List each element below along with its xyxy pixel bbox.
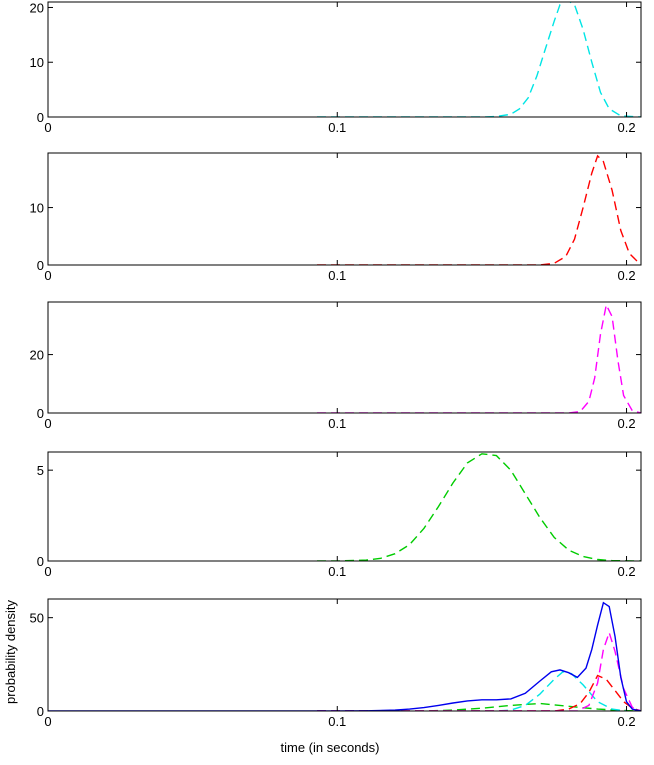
axes-frame (47, 1, 642, 118)
x-axis-label: time (in seconds) (281, 740, 380, 755)
y-axis-label: probability density (3, 599, 18, 704)
x-tick-label: 0 (44, 416, 51, 431)
series-line-1 (317, 453, 641, 561)
x-tick-label: 0 (44, 268, 51, 283)
subplot-3: 0 0.1 0.2 0 20 (30, 301, 642, 431)
series-line-2 (317, 671, 627, 711)
x-tick-label: 0.2 (617, 564, 635, 579)
series-line-1 (317, 154, 641, 265)
y-tick-label: 0 (37, 258, 44, 273)
series-line-3 (317, 674, 641, 711)
axes-frame (47, 598, 642, 712)
x-tick-label: 0.2 (617, 268, 635, 283)
y-tick-label: 5 (37, 463, 44, 478)
x-tick-label: 0.1 (328, 268, 346, 283)
x-tick-label: 0.2 (617, 120, 635, 135)
y-tick-label: 20 (30, 0, 44, 15)
axes-frame (47, 451, 642, 562)
x-tick-label: 0.1 (328, 564, 346, 579)
y-tick-label: 0 (37, 554, 44, 569)
x-tick-label: 0 (44, 564, 51, 579)
axes-frame (47, 301, 642, 414)
series-line-4 (317, 630, 641, 711)
subplot-1: 0 0.1 0.2 0 10 20 (30, 0, 642, 135)
y-tick-label: 10 (30, 201, 44, 216)
plot-area (317, 453, 641, 561)
subplot-5: 0 0.1 0.2 0 50 (30, 598, 642, 729)
x-tick-label: 0.2 (617, 416, 635, 431)
x-tick-label: 0 (44, 120, 51, 135)
subplot-2: 0 0.1 0.2 0 10 (30, 152, 642, 283)
series-line-1 (317, 2, 641, 117)
subplot-4: 0 0.1 0.2 0 5 (37, 451, 642, 579)
x-tick-label: 0.1 (328, 714, 346, 729)
plot-area (317, 2, 641, 117)
x-tick-label: 0.2 (617, 714, 635, 729)
x-tick-label: 0.1 (328, 416, 346, 431)
y-tick-label: 20 (30, 348, 44, 363)
y-tick-label: 0 (37, 110, 44, 125)
series-line-5 (48, 601, 641, 711)
y-tick-label: 0 (37, 406, 44, 421)
plot-area (317, 154, 641, 265)
series-line-1 (317, 302, 641, 413)
y-tick-label: 0 (37, 704, 44, 719)
y-tick-label: 50 (30, 611, 44, 626)
y-tick-label: 10 (30, 55, 44, 70)
x-tick-label: 0.1 (328, 120, 346, 135)
plot-area (48, 601, 641, 711)
x-tick-label: 0 (44, 714, 51, 729)
series-line-1 (317, 702, 641, 711)
axes-frame (47, 152, 642, 266)
plot-area (317, 302, 641, 413)
